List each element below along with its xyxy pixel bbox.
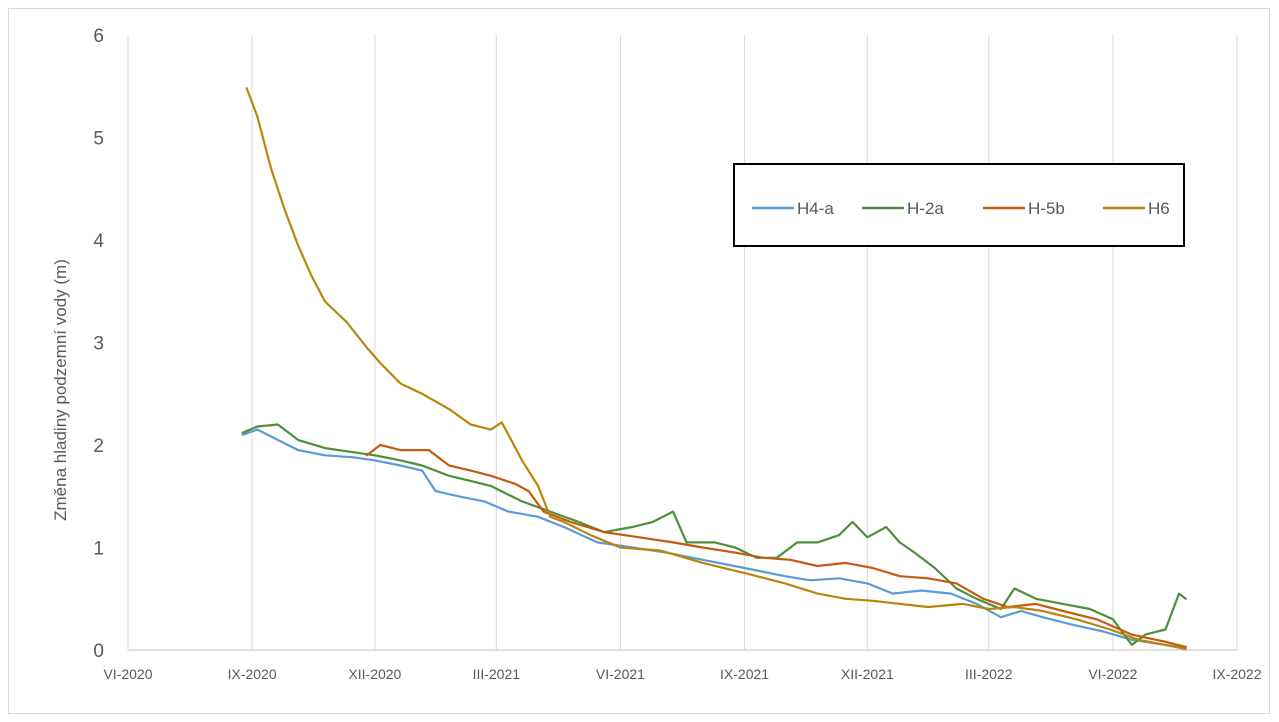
- series-lines: [241, 87, 1187, 651]
- y-tick-label: 4: [93, 231, 104, 252]
- legend: H4-a H-2a H-5b H6: [733, 163, 1185, 247]
- y-tick-label: 5: [93, 129, 104, 150]
- x-tick-labels: VI-2020 IX-2020 XII-2020 III-2021 VI-2021 IX-…: [103, 666, 1261, 682]
- legend-item: H-2a: [862, 199, 944, 218]
- legend-label: H-2a: [907, 199, 944, 218]
- legend-item: H-5b: [983, 199, 1065, 218]
- axes: [127, 35, 1237, 651]
- x-tick-label: VI-2020: [103, 666, 152, 682]
- x-tick-label: IX-2021: [720, 666, 769, 682]
- series-line-h6: [245, 87, 1187, 651]
- x-tick-label: XII-2021: [841, 666, 894, 682]
- x-tick-label: VI-2021: [596, 666, 645, 682]
- y-tick-label: 2: [93, 436, 104, 457]
- y-tick-label: 3: [93, 334, 104, 355]
- legend-item: H4-a: [752, 199, 834, 218]
- y-tick-label: 6: [93, 26, 104, 47]
- x-tick-label: IX-2022: [1212, 666, 1261, 682]
- legend-item: H6: [1103, 199, 1170, 218]
- legend-box: [733, 163, 1185, 247]
- chart-frame: [8, 8, 1270, 714]
- x-tick-label: III-2022: [965, 666, 1013, 682]
- x-tick-label: IX-2020: [228, 666, 277, 682]
- y-tick-labels: 0 1 2 3 4 5 6: [93, 26, 104, 662]
- series-line-h-5b: [365, 443, 1187, 649]
- y-tick-label: 1: [93, 539, 104, 560]
- legend-label: H-5b: [1028, 199, 1065, 218]
- y-axis-label: Změna hladiny podzemní vody (m): [51, 259, 70, 521]
- legend-label: H6: [1148, 199, 1170, 218]
- y-tick-label: 0: [93, 641, 104, 662]
- x-tick-label: III-2021: [473, 666, 521, 682]
- x-tick-label: XII-2020: [348, 666, 401, 682]
- series-line-h4-a: [241, 428, 1187, 650]
- grid-lines: [251, 35, 1238, 650]
- x-tick-label: VI-2022: [1088, 666, 1137, 682]
- legend-label: H4-a: [797, 199, 834, 218]
